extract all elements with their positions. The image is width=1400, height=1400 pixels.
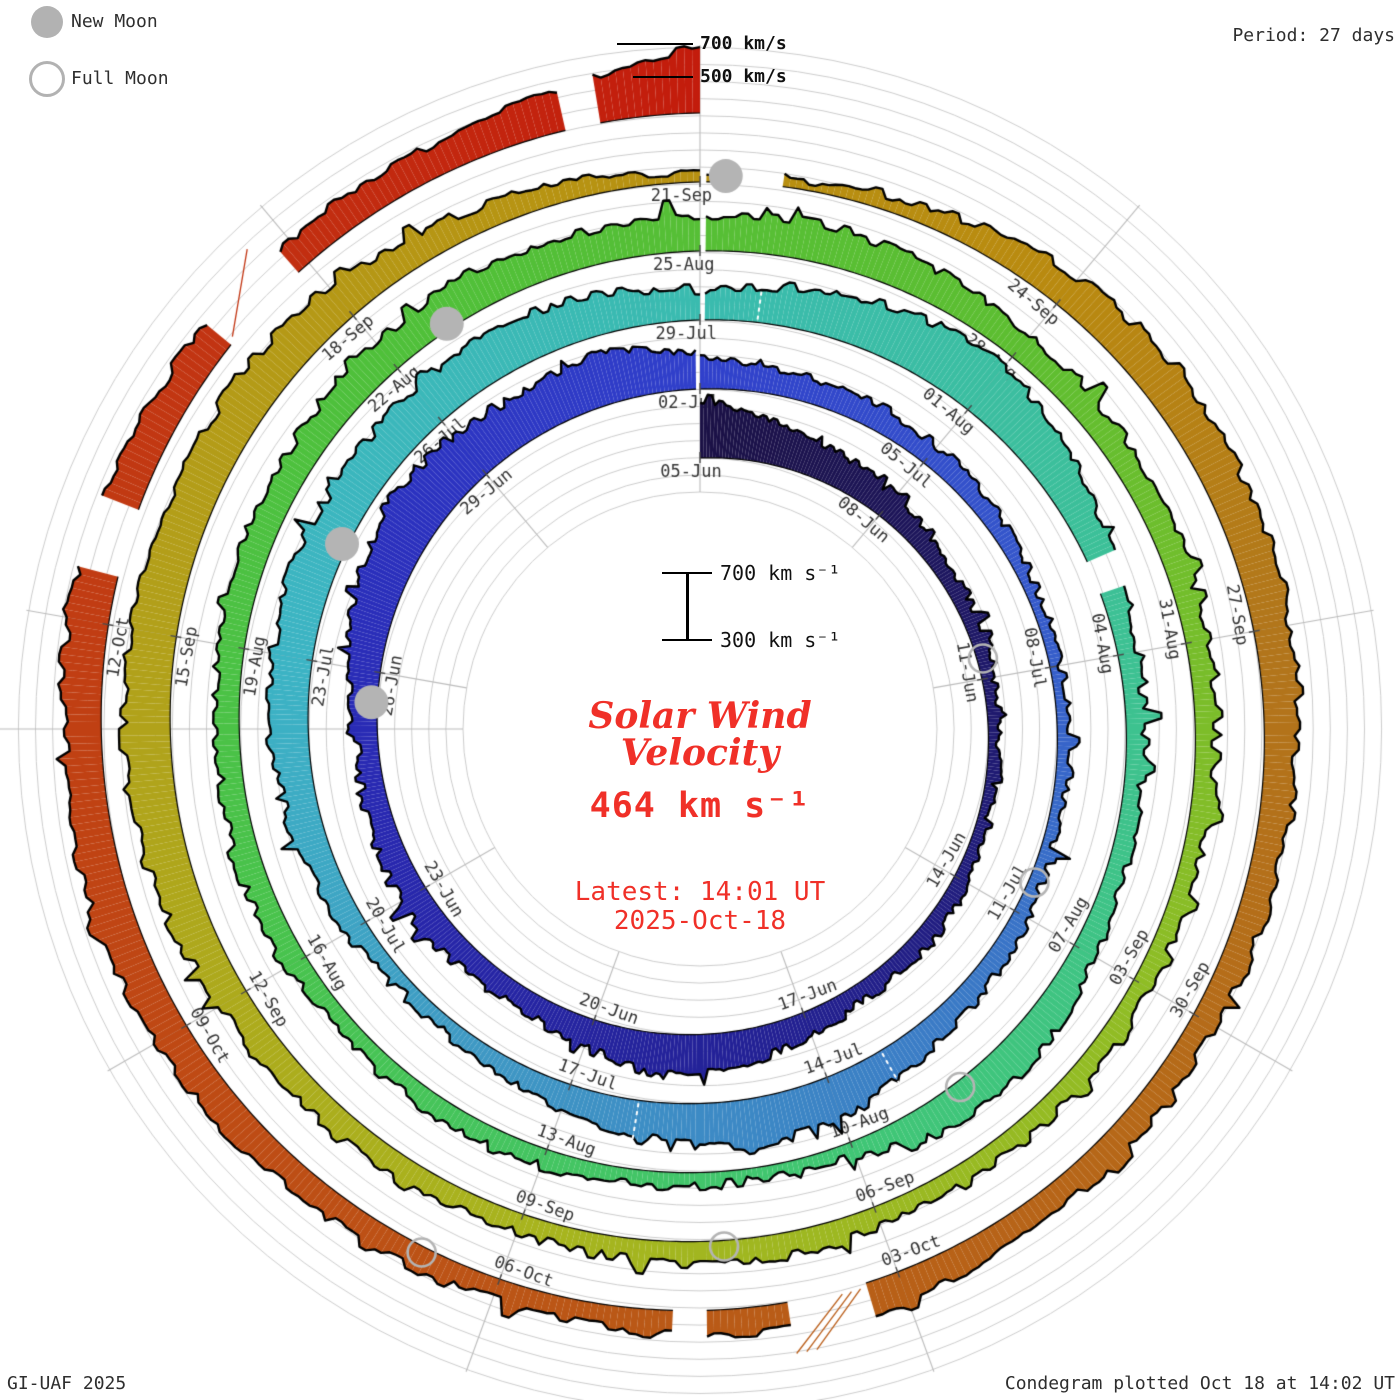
center-annotation: Solar Wind Velocity 464 km s⁻¹ Latest: 1… — [575, 698, 825, 936]
scalebar-bottom-label: 300 km s⁻¹ — [720, 628, 841, 652]
legend-new-moon-label: New Moon — [71, 11, 158, 32]
latest-date-label: 2025-Oct-18 — [613, 906, 787, 936]
scalebar-bottom-cap — [662, 639, 712, 641]
credit-label: GI-UAF 2025 — [7, 1373, 127, 1394]
period-label: Period: 27 days — [1232, 25, 1395, 46]
chart-title-line2: Velocity — [620, 732, 780, 774]
current-velocity-value: 464 km s⁻¹ — [589, 786, 811, 826]
scalebar-top-cap — [662, 572, 712, 574]
full-moon-icon — [29, 61, 65, 97]
scale-700-label: 700 km/s — [700, 33, 787, 54]
plotted-timestamp-label: Condegram plotted Oct 18 at 14:02 UT — [1004, 1373, 1395, 1394]
latest-time-label: Latest: 14:01 UT — [574, 877, 826, 907]
scale-700-pointer-line — [617, 43, 693, 45]
scale-500-pointer-line — [633, 76, 693, 78]
chart-title-line1: Solar Wind — [588, 695, 812, 737]
scalebar-stem — [686, 573, 689, 641]
legend-full-moon-label: Full Moon — [71, 68, 169, 89]
new-moon-icon — [31, 6, 63, 38]
scalebar-top-label: 700 km s⁻¹ — [720, 561, 841, 585]
scale-500-label: 500 km/s — [700, 66, 787, 87]
